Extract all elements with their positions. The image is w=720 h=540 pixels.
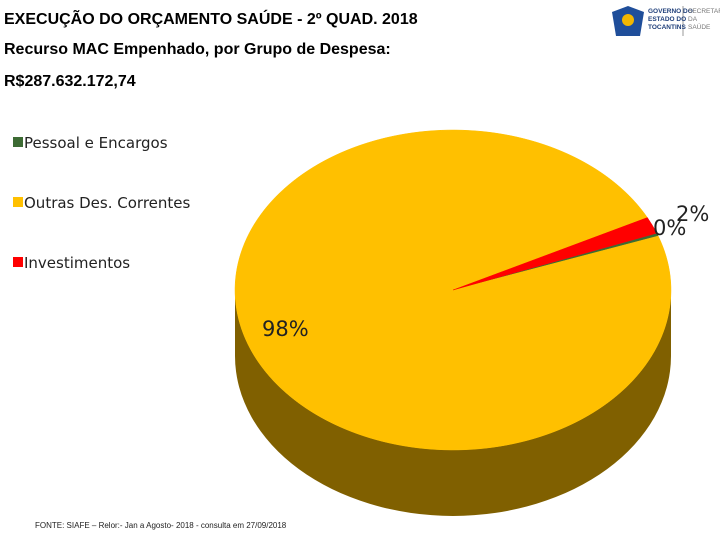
legend-swatch bbox=[13, 137, 23, 147]
total: R$287.632.172,74 bbox=[4, 73, 136, 90]
pie-side bbox=[235, 290, 671, 516]
logo-text: GOVERNO DO bbox=[648, 8, 693, 15]
pie-sides bbox=[235, 290, 671, 516]
logo-text: SAÚDE bbox=[688, 22, 711, 31]
pie-label: 0% bbox=[653, 216, 686, 240]
legend-label: Pessoal e Encargos bbox=[24, 134, 168, 152]
legend-swatch bbox=[13, 197, 23, 207]
pie-tops bbox=[234, 129, 672, 451]
legend-label: Investimentos bbox=[24, 254, 130, 272]
source: FONTE: SIAFE – Relor:- Jan a Agosto- 201… bbox=[35, 521, 287, 530]
pie-label: 98% bbox=[262, 317, 309, 341]
logo-text: ESTADO DO bbox=[648, 16, 686, 23]
logo-text: TOCANTINS bbox=[648, 24, 686, 31]
pie-slice bbox=[452, 217, 658, 291]
pie-label: 2% bbox=[676, 202, 709, 226]
legend-swatch bbox=[13, 257, 23, 267]
logo-text: DA bbox=[688, 16, 698, 23]
subtitle: Recurso MAC Empenhado, por Grupo de Desp… bbox=[4, 41, 391, 58]
legend-label: Outras Des. Correntes bbox=[24, 194, 191, 212]
logo-text: SECRETARIA bbox=[688, 8, 720, 15]
logo-sun bbox=[622, 14, 634, 26]
logo bbox=[612, 6, 684, 36]
title: EXECUÇÃO DO ORÇAMENTO SAÚDE - 2º QUAD. 2… bbox=[4, 8, 418, 28]
